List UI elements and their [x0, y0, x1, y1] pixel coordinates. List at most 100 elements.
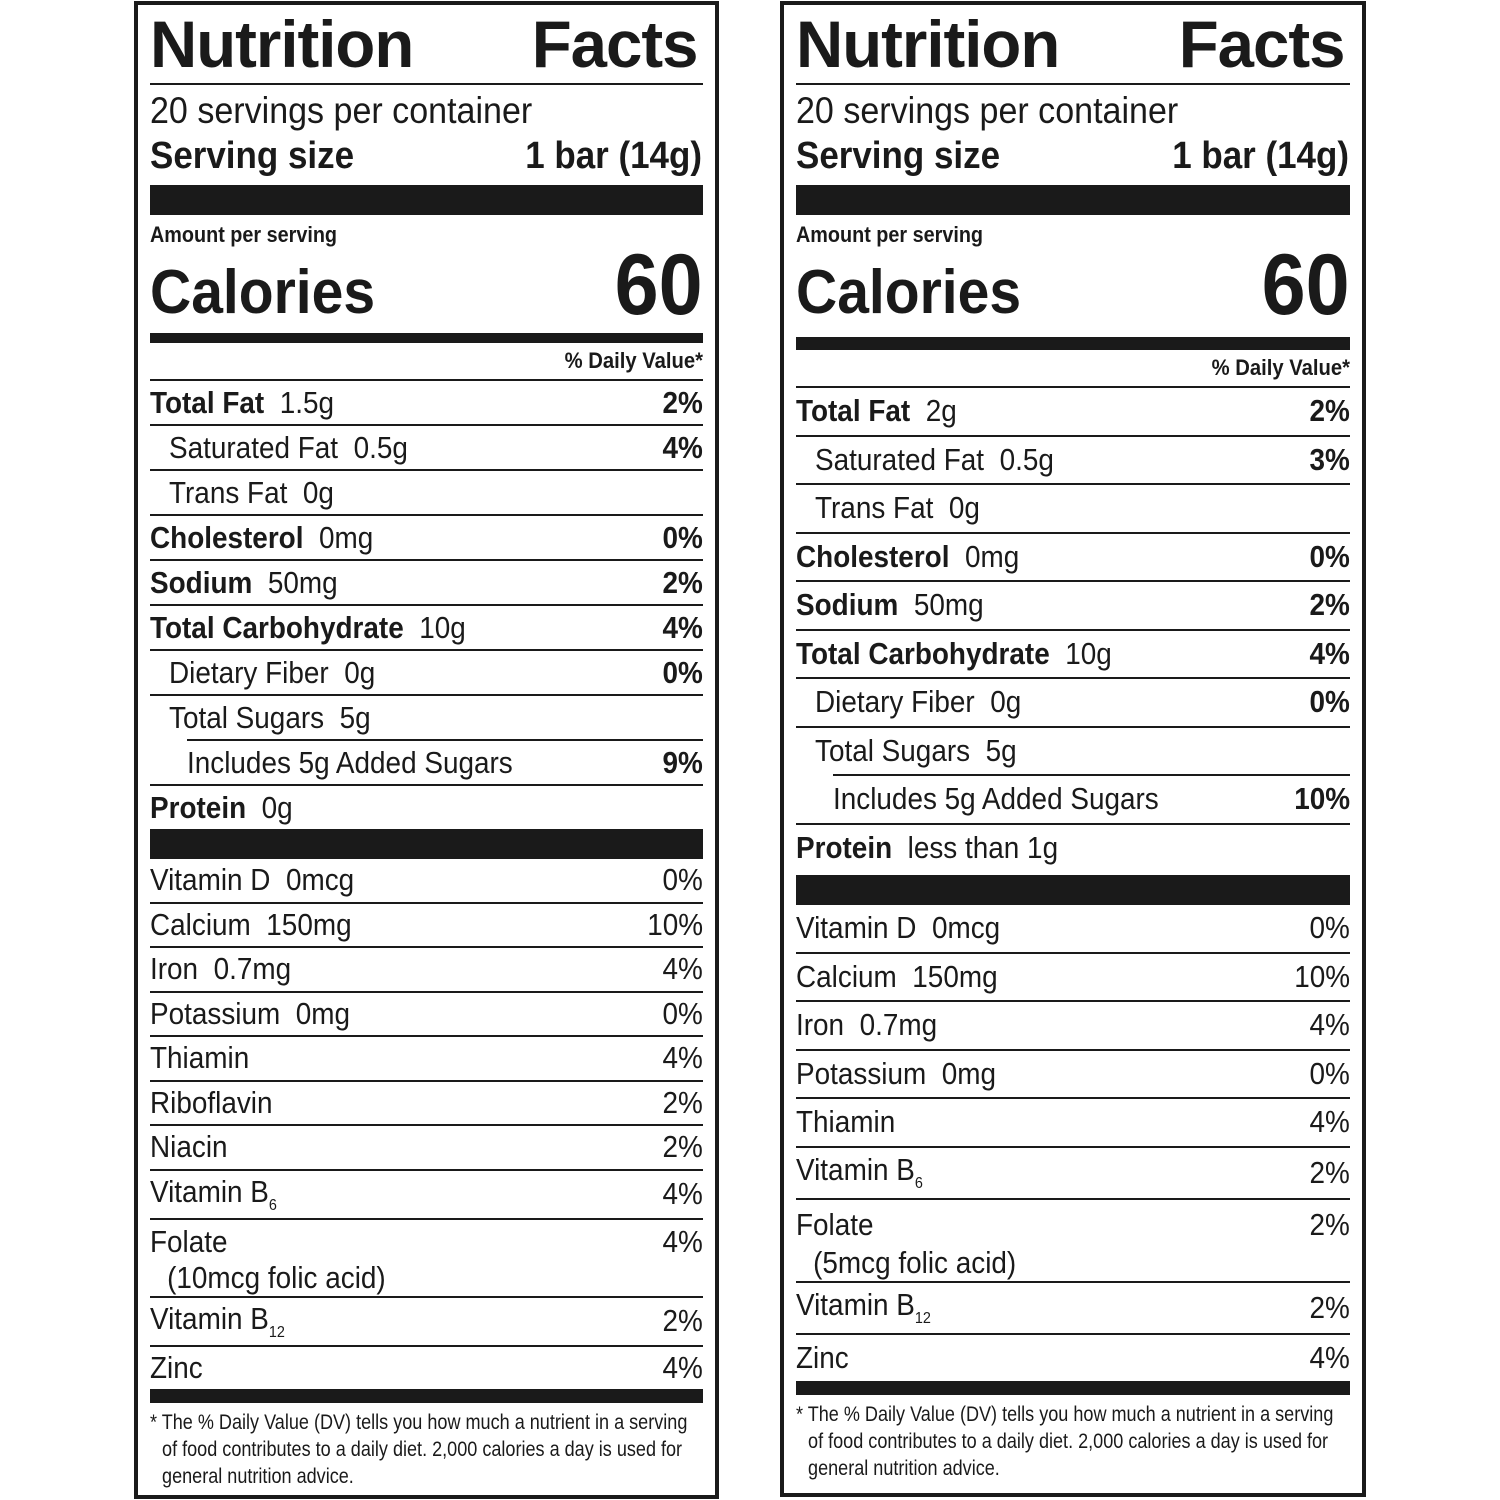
nutrient-row-trans-fat: Trans Fat 0g	[796, 483, 1350, 532]
nutrient-name: Total Sugars	[815, 732, 971, 768]
vitamin-amount: 0.7mg	[213, 951, 292, 987]
label-title: Nutrition Facts	[796, 5, 1345, 83]
vitamin-row-potassium: Potassium 0mg 0%	[150, 990, 703, 1036]
vitamin-name: Vitamin B	[150, 1173, 269, 1209]
nutrient-row-protein: Protein 0g	[150, 784, 703, 829]
nutrient-amount: 0mg	[964, 538, 1020, 574]
vitamin-dv: 2%	[1309, 1154, 1350, 1190]
serving-size-label: Serving size	[150, 135, 355, 177]
nutrient-dv: 4%	[662, 429, 703, 465]
vitamin-name: Vitamin B	[150, 1300, 269, 1336]
medium-divider	[796, 337, 1350, 350]
vitamin-dv: 0%	[1309, 1055, 1350, 1091]
vitamin-dv: 4%	[662, 1349, 703, 1385]
nutrient-name: Includes 5g Added Sugars	[187, 744, 513, 780]
nutrient-amount: 0mg	[318, 519, 374, 555]
nutrient-row-cholesterol: Cholesterol 0mg 0%	[150, 514, 703, 559]
nutrient-name: Cholesterol	[150, 519, 304, 555]
nutrient-name: Total Fat	[150, 384, 265, 420]
nutrient-row-total-sugars: Total Sugars 5g	[150, 694, 703, 739]
vitamin-name: Potassium	[796, 1055, 927, 1091]
calories-row: Calories 60	[150, 237, 703, 333]
daily-value-header: % Daily Value*	[1211, 355, 1350, 380]
nutrient-row-dietary-fiber: Dietary Fiber 0g 0%	[150, 649, 703, 694]
vitamin-name: Iron	[150, 951, 199, 987]
title-word-facts: Facts	[531, 7, 699, 81]
footnote-line: of food contributes to a daily diet. 2,0…	[162, 1438, 683, 1461]
vitamin-dv: 2%	[662, 1084, 703, 1120]
vitamin-name: Calcium	[796, 958, 897, 994]
nutrient-amount: 2g	[925, 393, 957, 429]
nutrient-dv: 0%	[662, 654, 703, 690]
nutrient-row-sodium: Sodium 50mg 2%	[796, 580, 1350, 629]
vitamin-subscript: 6	[268, 1196, 277, 1214]
thick-divider	[150, 185, 703, 215]
vitamin-row-vitamin-d: Vitamin D 0mcg 0%	[150, 859, 703, 902]
vitamin-row-vitamin-b12: Vitamin B12 2%	[796, 1280, 1350, 1333]
footnote-line: * The % Daily Value (DV) tells you how m…	[796, 1403, 1334, 1426]
nutrient-amount: 0g	[948, 490, 980, 526]
vitamin-row-riboflavin: Riboflavin 2%	[150, 1079, 703, 1125]
nutrient-row-protein: Protein less than 1g	[796, 822, 1350, 872]
vitamin-row-zinc: Zinc 4%	[150, 1344, 703, 1390]
vitamin-name: Zinc	[796, 1339, 849, 1375]
vitamin-name: Thiamin	[150, 1040, 250, 1076]
vitamin-row-folate: Folate (10mcg folic acid) 4%	[150, 1217, 703, 1296]
nutrient-amount: 0g	[302, 474, 334, 510]
vitamin-amount: 0mg	[941, 1055, 997, 1091]
vitamin-name: Vitamin D	[150, 862, 271, 898]
nutrient-amount: 0g	[990, 684, 1022, 720]
nutrient-dv: 2%	[1309, 393, 1350, 429]
calories-value: 60	[614, 237, 703, 333]
vitamin-name: Thiamin	[796, 1104, 896, 1140]
nutrient-name: Sodium	[150, 564, 253, 600]
vitamin-name: Vitamin B	[796, 1287, 915, 1322]
nutrient-name: Saturated Fat	[815, 441, 985, 477]
vitamin-row-niacin: Niacin 2%	[150, 1124, 703, 1169]
nutrient-dv: 0%	[1309, 684, 1350, 720]
nutrient-amount: 5g	[339, 699, 371, 735]
vitamin-dv: 0%	[662, 995, 703, 1031]
nutrient-row-added-sugars: Includes 5g Added Sugars 10%	[833, 774, 1350, 823]
vitamin-dv: 10%	[647, 906, 703, 942]
vitamin-row-iron: Iron 0.7mg 4%	[796, 1000, 1350, 1049]
nutrient-row-saturated-fat: Saturated Fat 0.5g 3%	[796, 434, 1350, 484]
nutrient-name: Sodium	[796, 587, 899, 623]
servings-per-container: 20 servings per container	[150, 90, 533, 131]
nutrient-name: Protein	[150, 789, 247, 825]
nutrient-name: Trans Fat	[169, 474, 288, 510]
nutrient-dv: 2%	[1309, 587, 1350, 623]
nutrient-amount: 0.5g	[353, 429, 408, 465]
vitamin-name: Vitamin D	[796, 910, 917, 946]
vitamin-subscript: 6	[914, 1175, 923, 1192]
vitamin-row-calcium: Calcium 150mg 10%	[150, 901, 703, 947]
vitamin-name: Vitamin B	[796, 1152, 915, 1187]
nutrient-amount: 50mg	[267, 564, 338, 600]
calories-label: Calories	[796, 258, 1022, 327]
nutrition-label-right: Nutrition Facts 20 servings per containe…	[780, 1, 1366, 1497]
vitamin-name: Riboflavin	[150, 1084, 273, 1120]
serving-size-value: 1 bar (14g)	[525, 135, 702, 177]
daily-value-header: % Daily Value*	[564, 348, 703, 373]
vitamin-dv: 2%	[1309, 1289, 1350, 1325]
vitamin-subscript: 12	[914, 1310, 931, 1327]
vitamin-row-thiamin: Thiamin 4%	[150, 1035, 703, 1080]
nutrient-name: Trans Fat	[815, 490, 934, 526]
nutrient-amount: 1.5g	[279, 384, 335, 420]
footnote-line: of food contributes to a daily diet. 2,0…	[808, 1430, 1329, 1453]
vitamin-subscript: 12	[268, 1323, 285, 1341]
vitamin-row-potassium: Potassium 0mg 0%	[796, 1048, 1350, 1098]
vitamin-amount: 0.7mg	[859, 1007, 938, 1043]
nutrient-name: Protein	[796, 829, 893, 865]
footnote-line: * The % Daily Value (DV) tells you how m…	[150, 1411, 688, 1434]
thick-divider	[150, 829, 703, 859]
nutrient-dv: 9%	[662, 744, 703, 780]
vitamin-name: Potassium	[150, 995, 281, 1031]
vitamin-name: Folate	[796, 1206, 874, 1242]
nutrient-dv: 2%	[662, 564, 703, 600]
nutrient-dv: 4%	[662, 609, 703, 645]
vitamin-dv: 4%	[1309, 1007, 1350, 1043]
folic-acid-detail: (10mcg folic acid)	[167, 1259, 386, 1295]
medium-divider	[150, 1389, 703, 1403]
calories-row: Calories 60	[796, 242, 1350, 328]
